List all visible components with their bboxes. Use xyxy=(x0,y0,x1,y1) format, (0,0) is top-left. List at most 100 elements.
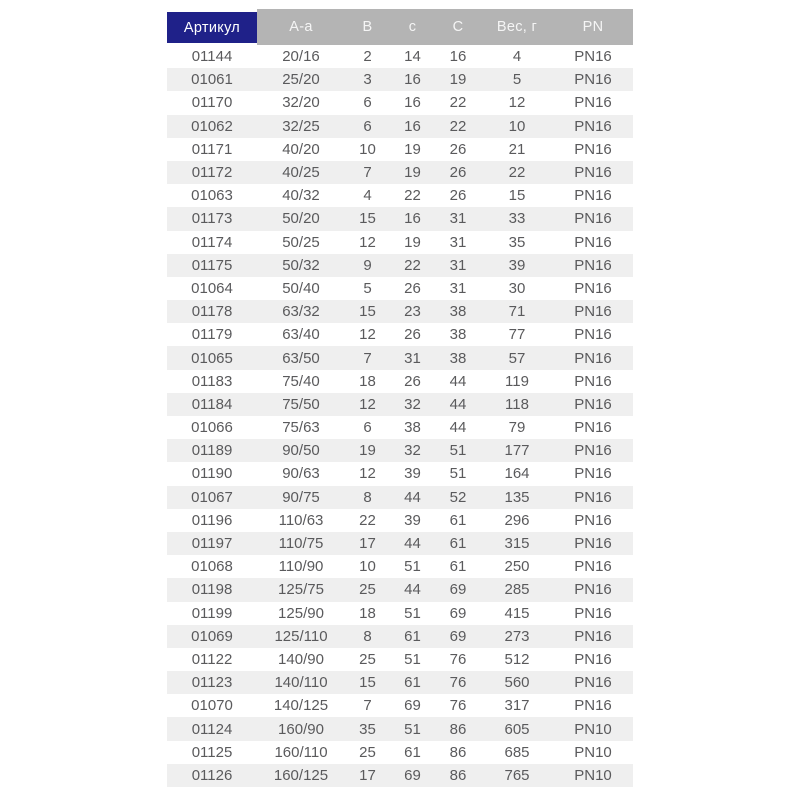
table-cell: 12 xyxy=(359,395,376,413)
table-row: 01172 40/25 7 19 26 22 PN16 xyxy=(167,160,633,185)
table-cell: 135 xyxy=(504,488,530,506)
table-cell: 39 xyxy=(404,511,421,529)
table-cell: 31 xyxy=(404,349,421,367)
table-row: 01070 140/125 7 69 76 317 PN16 xyxy=(167,694,633,717)
table-cell: 317 xyxy=(504,697,530,715)
table-row: 01190 90/63 12 39 51 164 PN16 xyxy=(167,462,633,485)
table-cell: 26 xyxy=(449,187,467,205)
table-row: 01064 50/40 5 26 31 30 PN16 xyxy=(167,277,633,300)
table-cell: 01196 xyxy=(191,511,233,529)
table-cell: 20/16 xyxy=(282,48,320,66)
table-cell: 22 xyxy=(449,117,467,135)
table-cell: 38 xyxy=(449,303,467,321)
table-cell: 61 xyxy=(404,743,421,761)
table-cell: 40/25 xyxy=(282,164,320,182)
table-cell: 3 xyxy=(363,71,372,89)
table-cell: 125/90 xyxy=(278,604,324,622)
table-cell: 44 xyxy=(449,419,467,437)
table-cell: 01069 xyxy=(191,627,233,645)
table-cell: 2 xyxy=(363,48,372,66)
header-cell-c-lower: с xyxy=(390,9,435,45)
table-cell: PN16 xyxy=(574,372,612,390)
table-cell: 01066 xyxy=(191,419,233,437)
table-cell: 01179 xyxy=(191,326,233,344)
table-cell: 17 xyxy=(359,766,376,784)
table-cell: 38 xyxy=(404,419,421,437)
table-cell: 01062 xyxy=(191,117,233,135)
table-cell: PN16 xyxy=(574,697,612,715)
table-cell: PN16 xyxy=(574,164,612,182)
table-cell: PN16 xyxy=(574,48,612,66)
table-cell: 30 xyxy=(508,279,526,297)
table-cell: PN16 xyxy=(574,395,612,413)
header-cell-weight: Вес, г xyxy=(481,9,553,45)
table-cell: 110/90 xyxy=(278,558,324,576)
table-cell: 01171 xyxy=(191,140,233,158)
table-cell: 40/20 xyxy=(282,140,320,158)
table-cell: 12 xyxy=(508,94,526,112)
table-cell: 01144 xyxy=(191,48,233,66)
table-cell: 273 xyxy=(504,627,530,645)
table-cell: 44 xyxy=(449,395,467,413)
table-row: 01061 25/20 3 16 19 5 PN16 xyxy=(167,68,633,92)
table-cell: 26 xyxy=(404,279,421,297)
table-cell: 52 xyxy=(449,488,467,506)
table-row: 01197 110/75 17 44 61 315 PN16 xyxy=(167,531,633,556)
table-cell: 110/63 xyxy=(278,511,324,529)
table-cell: 01184 xyxy=(191,395,233,413)
table-cell: 01068 xyxy=(191,558,233,576)
table-cell: 01189 xyxy=(191,442,233,460)
table-row: 01125 160/110 25 61 86 685 PN10 xyxy=(167,741,633,764)
table-cell: 51 xyxy=(404,720,421,738)
table-cell: 22 xyxy=(359,511,376,529)
table-cell: 5 xyxy=(363,279,372,297)
table-cell: 31 xyxy=(449,279,467,297)
table-cell: 8 xyxy=(363,627,372,645)
table-cell: 560 xyxy=(504,674,530,692)
table-cell: 01124 xyxy=(191,720,233,738)
table-cell: 125/110 xyxy=(274,627,328,645)
table-cell: 01067 xyxy=(191,488,233,506)
table-cell: 16 xyxy=(404,117,421,135)
table-cell: 35 xyxy=(508,233,526,251)
table-cell: 160/110 xyxy=(274,743,328,761)
table-cell: 44 xyxy=(404,535,421,553)
table-cell: 63/32 xyxy=(282,303,320,321)
table-cell: 15 xyxy=(359,303,376,321)
table-cell: 01065 xyxy=(191,349,233,367)
table-row: 01173 50/20 15 16 31 33 PN16 xyxy=(167,207,633,231)
table-row: 01184 75/50 12 32 44 118 PN16 xyxy=(167,392,633,416)
table-cell: 10 xyxy=(359,140,376,158)
table-cell: 75/63 xyxy=(282,419,320,437)
table-cell: PN16 xyxy=(574,604,612,622)
table-cell: 90/75 xyxy=(282,488,320,506)
table-cell: 01125 xyxy=(191,743,233,761)
table-row: 01175 50/32 9 22 31 39 PN16 xyxy=(167,253,633,277)
table-cell: PN16 xyxy=(574,581,612,599)
table-cell: 512 xyxy=(504,650,530,668)
table-cell: 140/110 xyxy=(274,674,328,692)
table-cell: 01064 xyxy=(191,279,233,297)
table-cell: 01126 xyxy=(191,766,233,784)
table-cell: PN16 xyxy=(574,419,612,437)
table-cell: 61 xyxy=(449,558,467,576)
table-cell: 75/50 xyxy=(282,395,320,413)
table-cell: PN16 xyxy=(574,465,612,483)
table-cell: 415 xyxy=(504,604,530,622)
table-cell: PN16 xyxy=(574,187,612,205)
table-cell: 10 xyxy=(508,117,526,135)
table-cell: 10 xyxy=(359,558,376,576)
table-cell: 38 xyxy=(449,349,467,367)
table-cell: 26 xyxy=(404,372,421,390)
table-cell: 63/50 xyxy=(282,349,320,367)
table-cell: PN16 xyxy=(574,535,612,553)
table-cell: 14 xyxy=(404,48,421,66)
table-cell: 51 xyxy=(449,465,467,483)
table-cell: PN16 xyxy=(574,558,612,576)
table-cell: 01063 xyxy=(191,187,233,205)
table-cell: PN16 xyxy=(574,349,612,367)
table-cell: 16 xyxy=(449,48,467,66)
table-cell: 01197 xyxy=(191,535,233,553)
table-cell: 19 xyxy=(404,140,421,158)
